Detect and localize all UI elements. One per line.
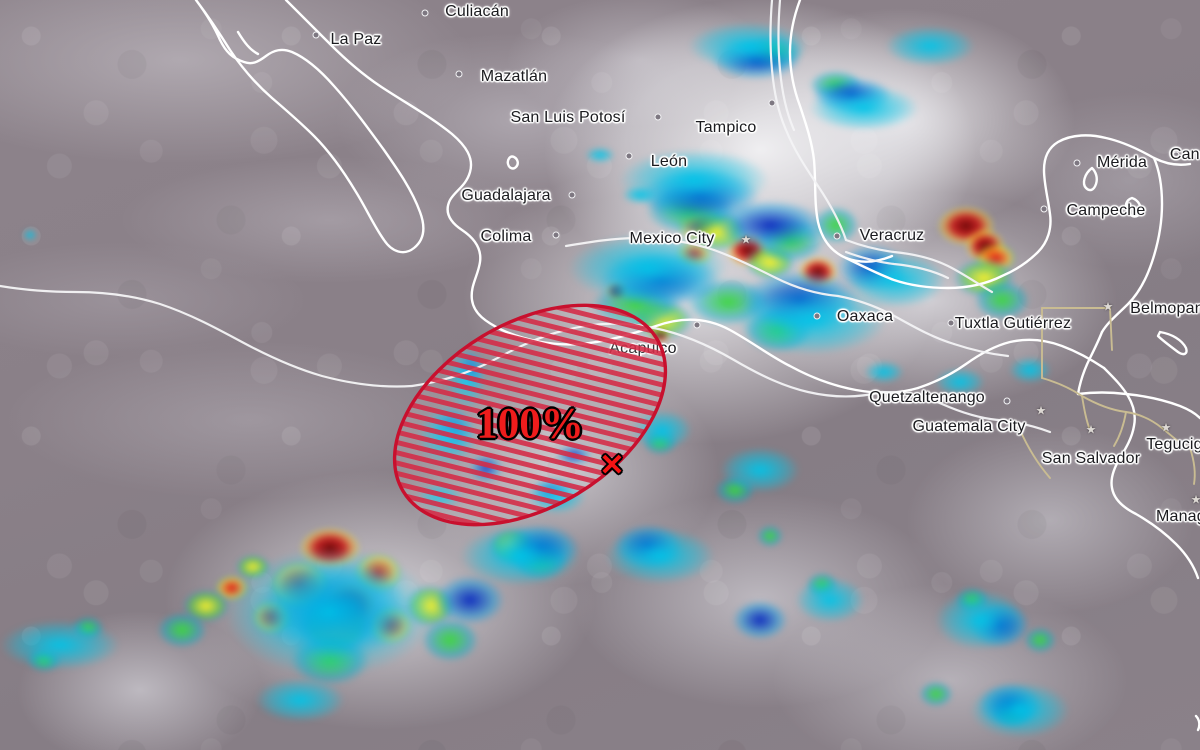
city-label: Guatemala City: [912, 418, 1026, 435]
country-border: [1019, 307, 1196, 485]
city-label: León: [650, 153, 688, 170]
city-label: Culiacán: [445, 3, 509, 20]
convective-cell: [935, 368, 985, 396]
convective-cell: [688, 22, 808, 70]
convective-cell: [809, 85, 919, 131]
city-dot-icon: [455, 70, 463, 78]
convective-cell: [435, 575, 505, 625]
convective-cell: [757, 525, 783, 547]
city-label: Quetzaltenango: [869, 389, 985, 406]
capital-star-icon: ★: [1085, 422, 1097, 437]
city-dot-icon: [947, 319, 955, 327]
city-dot-icon: [1003, 397, 1011, 405]
convective-cell: [568, 233, 728, 303]
capital-star-icon: ★: [1160, 420, 1172, 435]
city-label: Mexico City: [629, 230, 715, 247]
city-dot-icon: [312, 31, 320, 39]
convective-cell: [460, 526, 580, 586]
city-label: San Salvador: [1041, 450, 1141, 467]
convective-cell: [23, 229, 37, 241]
city-dot-icon: [568, 191, 576, 199]
city-label: Mazatlán: [480, 68, 548, 85]
city-dot-icon: [1073, 159, 1081, 167]
city-label: Tampico: [695, 119, 757, 136]
city-label: Campeche: [1066, 202, 1146, 219]
convective-cell: [885, 26, 975, 66]
convective-cell: [255, 678, 345, 722]
city-dot-icon: [768, 99, 776, 107]
capital-star-icon: ★: [1102, 299, 1114, 314]
convective-cell: [715, 200, 825, 250]
convective-cell: [864, 361, 904, 383]
capital-star-icon: ★: [740, 232, 752, 247]
city-dot-icon: [1040, 205, 1048, 213]
convective-cell: [157, 612, 207, 648]
city-dot-icon: [813, 312, 821, 320]
city-dot-icon: [552, 231, 560, 239]
coastline: [194, 0, 1200, 732]
city-label: Mérida: [1096, 154, 1148, 171]
city-dot-icon: [625, 152, 633, 160]
city-label: Acapulco: [609, 340, 677, 357]
city-label: La Paz: [330, 31, 382, 48]
convective-cell: [795, 577, 865, 623]
convective-cell: [919, 681, 953, 707]
convective-cell: [1024, 627, 1056, 653]
city-label: Tegucigalpa: [1146, 436, 1200, 453]
capital-star-icon: ★: [1035, 403, 1047, 418]
capital-star-icon: ★: [1190, 492, 1200, 507]
convective-cell: [732, 600, 788, 640]
convective-cell: [622, 186, 658, 204]
city-label: San Luis Potosí: [510, 109, 626, 126]
convective-cell: [935, 590, 1025, 650]
city-label: Veracruz: [859, 227, 925, 244]
convective-cell: [0, 620, 120, 670]
city-label: Tuxtla Gutiérrez: [954, 315, 1072, 332]
convective-cell: [720, 447, 800, 493]
city-label: Guadalajara: [461, 187, 551, 204]
city-label: Oaxaca: [836, 308, 894, 325]
city-dot-icon: [654, 113, 662, 121]
convective-cell: [585, 147, 615, 163]
city-dot-icon: [1172, 151, 1180, 159]
convective-cell: [970, 682, 1070, 738]
city-dot-icon: [693, 321, 701, 329]
convective-cell: [605, 528, 715, 584]
city-dot-icon: [833, 232, 841, 240]
city-dot-icon: [421, 9, 429, 17]
city-label: Colima: [480, 228, 532, 245]
city-label: Managua: [1155, 508, 1200, 525]
convective-cell: [225, 547, 435, 677]
city-label: Belmopan: [1130, 300, 1200, 317]
